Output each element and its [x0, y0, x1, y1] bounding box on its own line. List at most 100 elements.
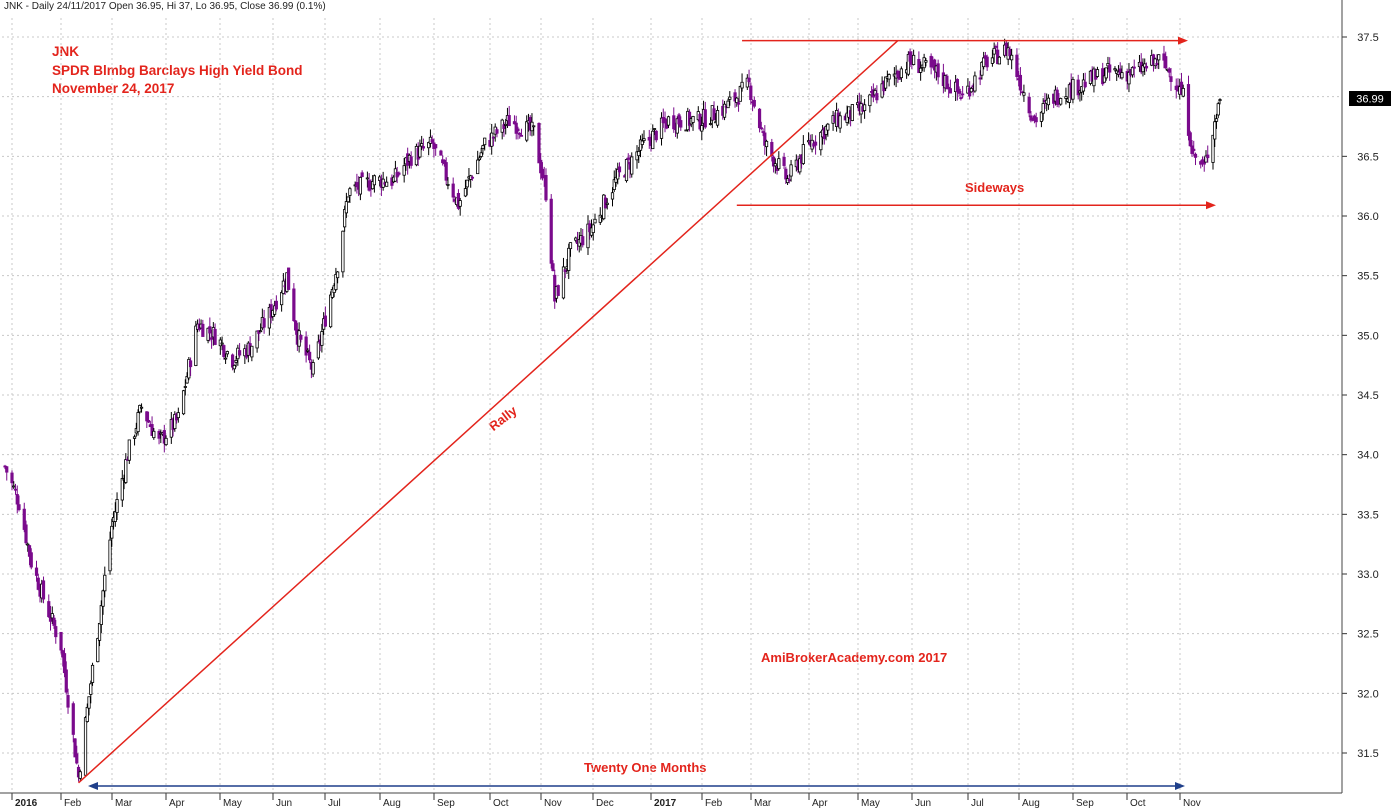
candle	[201, 319, 205, 337]
candle	[27, 544, 32, 566]
candle-body	[479, 152, 483, 157]
candle	[47, 594, 51, 618]
candle-body	[787, 179, 791, 182]
candle	[181, 389, 186, 416]
candle	[771, 155, 776, 173]
candle	[980, 60, 984, 80]
candle-body	[230, 354, 235, 368]
candle-body	[59, 631, 63, 651]
y-tick-label: 35.0	[1357, 330, 1378, 342]
candle-body	[287, 267, 291, 290]
candle-body	[703, 109, 707, 128]
candle	[108, 531, 112, 575]
candle	[479, 147, 483, 159]
candle	[675, 116, 679, 139]
x-tick-label: Jul	[971, 798, 984, 809]
candle-body	[451, 183, 455, 198]
candle	[220, 336, 224, 351]
x-tick-label: Jul	[328, 798, 341, 809]
candle	[978, 70, 982, 86]
chart-grid	[2, 18, 1342, 793]
candle	[83, 716, 88, 776]
candle	[638, 135, 643, 158]
candle	[469, 174, 473, 188]
candle-body	[549, 198, 553, 264]
candle	[341, 230, 345, 278]
candle	[752, 96, 756, 109]
candle-body	[1034, 117, 1038, 123]
candle-body	[708, 123, 713, 125]
candle-body	[29, 552, 33, 568]
candle-body	[385, 181, 389, 187]
candle-body	[973, 75, 977, 92]
candle	[906, 51, 910, 77]
candle	[12, 481, 16, 490]
candle	[329, 291, 333, 329]
candle-body	[1020, 91, 1024, 94]
candle	[427, 141, 431, 156]
candle	[1192, 140, 1196, 156]
candle-body	[41, 580, 46, 600]
candle	[463, 179, 468, 198]
candle	[514, 115, 518, 140]
candle	[316, 334, 320, 360]
candle-body	[220, 342, 224, 345]
x-tick-label: Mar	[115, 798, 133, 809]
candle	[990, 49, 995, 67]
candle	[78, 769, 82, 782]
candle-body	[1127, 72, 1131, 85]
candle-body	[465, 179, 469, 188]
candle	[477, 155, 482, 162]
candle-body	[157, 430, 161, 439]
candle	[784, 166, 788, 185]
candle	[99, 600, 103, 634]
candle-body	[759, 127, 763, 130]
candle-body	[652, 128, 657, 130]
candle-body	[334, 274, 338, 290]
candle	[110, 518, 114, 547]
candle-body	[581, 236, 585, 246]
candle	[922, 53, 926, 72]
candle	[75, 745, 79, 765]
candle	[26, 542, 30, 552]
candle	[1206, 145, 1210, 163]
candle	[73, 738, 77, 758]
candle-body	[442, 159, 447, 165]
candle	[446, 177, 450, 190]
candle-body	[181, 390, 186, 415]
candle	[132, 434, 137, 446]
candle-body	[187, 358, 191, 379]
candle-body	[1113, 68, 1117, 71]
y-tick-label: 36.5	[1357, 151, 1378, 163]
candle	[287, 267, 291, 290]
candle-body	[675, 118, 679, 134]
resistance-arrowhead	[1178, 36, 1188, 45]
candle-body	[1141, 65, 1145, 73]
candle	[947, 83, 951, 98]
candle-body	[136, 412, 140, 433]
candle-body	[512, 121, 517, 125]
candle-body	[138, 404, 142, 413]
candle-body	[5, 466, 9, 473]
candle-body	[763, 132, 767, 146]
candle-body	[598, 214, 602, 223]
candle-body	[62, 653, 67, 674]
candle-body	[402, 165, 406, 176]
candle	[336, 271, 340, 284]
candle-body	[89, 683, 93, 695]
candle	[502, 122, 506, 137]
candle-body	[663, 118, 667, 124]
candle	[41, 576, 46, 604]
candle-body	[948, 88, 952, 94]
candle	[442, 159, 447, 167]
x-tick-label: Feb	[705, 798, 723, 809]
candle	[1027, 92, 1031, 118]
candle	[59, 631, 63, 654]
candle	[992, 42, 996, 63]
candle-body	[1039, 111, 1044, 122]
candle-body	[525, 121, 529, 141]
candle-body	[1118, 68, 1122, 75]
candle-body	[863, 104, 867, 111]
candle	[183, 379, 187, 396]
candle	[145, 411, 149, 428]
